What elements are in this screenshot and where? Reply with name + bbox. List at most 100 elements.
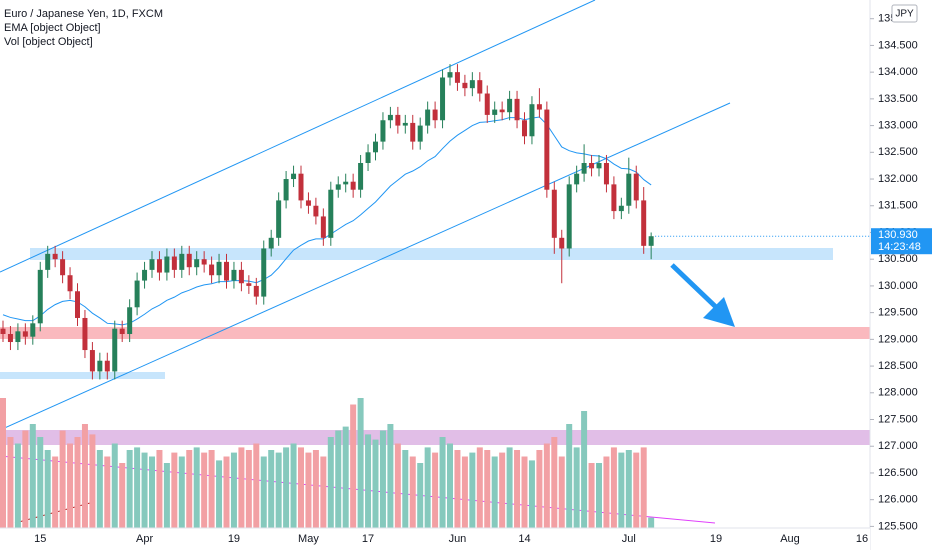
volume-bar: [186, 450, 193, 528]
volume-bar: [625, 450, 632, 528]
candle-body: [209, 264, 215, 276]
candle-body: [186, 253, 192, 268]
candle-body: [633, 173, 639, 201]
volume-bar: [484, 450, 491, 528]
volume-bar: [543, 443, 550, 528]
volume-bar: [67, 443, 74, 528]
candle-body: [328, 189, 334, 238]
volume-bar: [223, 456, 230, 528]
volume-bar: [216, 460, 223, 528]
volume-bar: [573, 447, 580, 528]
candle-body: [22, 331, 28, 337]
volume-bar: [476, 447, 483, 528]
candle-body: [373, 141, 378, 153]
candle-body: [127, 307, 133, 335]
volume-bar: [402, 450, 409, 528]
volume-bar: [96, 450, 103, 528]
volume-bar: [89, 434, 96, 528]
volume-trend-line: [0, 455, 716, 524]
candle-body: [320, 216, 326, 238]
candle-body: [283, 179, 289, 201]
volume-bar: [588, 463, 595, 528]
candle-body: [261, 248, 267, 297]
x-tick-label: Aug: [780, 533, 800, 545]
volume-bar: [104, 456, 111, 528]
volume-bar: [37, 437, 44, 528]
y-tick-label: 129.000: [878, 333, 918, 345]
candle-body: [179, 253, 185, 270]
currency-label[interactable]: JPY: [895, 9, 914, 20]
volume-bar: [514, 450, 521, 528]
volume-bar: [536, 450, 543, 528]
volume-bar: [0, 398, 6, 528]
y-tick-label: 132.000: [878, 173, 918, 185]
y-tick-label: 131.500: [878, 200, 918, 212]
volume-bar: [506, 447, 513, 528]
x-tick-label: 19: [228, 533, 240, 545]
volume-bar: [521, 456, 528, 528]
volume-bar: [454, 450, 461, 528]
currency-box[interactable]: [891, 4, 918, 23]
volume-bar: [596, 463, 602, 528]
volume-bar: [312, 450, 319, 528]
candle-body: [425, 109, 431, 126]
y-tick-label: 134.500: [878, 39, 918, 51]
x-tick-label: 17: [362, 533, 374, 545]
volume-bar: [290, 443, 297, 528]
candle-body: [75, 291, 80, 318]
candle-body: [45, 253, 51, 270]
volume-bar: [126, 450, 133, 528]
drawings: [0, 0, 870, 524]
volume-bar: [499, 452, 506, 528]
volume-bar: [603, 456, 610, 528]
x-tick-label: Apr: [136, 533, 153, 545]
candle-body: [469, 80, 475, 89]
volume-bar: [394, 443, 401, 528]
candle-body: [104, 360, 110, 372]
candle-body: [559, 237, 565, 249]
volume-bar: [640, 447, 647, 528]
chart-title: Euro / Japanese Yen, 1D, FXCM: [4, 8, 163, 20]
volume-bar: [447, 443, 453, 528]
candle-body: [164, 256, 170, 273]
volume-bar: [44, 450, 51, 528]
x-tick-label: Jul: [622, 533, 636, 545]
volume-bar: [268, 450, 275, 528]
y-tick-label: 126.000: [878, 494, 918, 506]
candle-body: [551, 189, 557, 238]
candle-body: [387, 114, 393, 121]
volume-bar: [342, 426, 349, 528]
volume-bar: [335, 430, 342, 528]
arrow-shaft: [670, 263, 720, 311]
candle-body: [648, 236, 654, 246]
volume-bar: [320, 456, 327, 528]
support-zone: [30, 248, 833, 260]
candle-body: [484, 93, 490, 115]
candle-body: [529, 104, 535, 137]
volume-bar: [551, 437, 558, 528]
volume-bar: [14, 443, 21, 528]
channel-upper: [0, 0, 596, 273]
plot: [0, 64, 655, 528]
candle-body: [447, 72, 453, 78]
volume-bar: [81, 424, 88, 528]
volume-bar: [74, 437, 81, 528]
x-tick-label: 16: [856, 533, 868, 545]
candle-body: [417, 125, 423, 142]
volume-bar: [372, 439, 379, 528]
candle-body: [507, 98, 513, 113]
candle-body: [37, 269, 43, 324]
volume-bar: [379, 430, 386, 528]
candle-body: [350, 181, 356, 190]
volume-bar: [245, 450, 252, 528]
candle-body: [253, 285, 259, 297]
volume-bar: [111, 443, 118, 528]
volume-bar: [134, 447, 141, 528]
y-tick-label: 133.500: [878, 93, 918, 105]
candle-body: [216, 261, 222, 276]
candle-body: [15, 331, 21, 343]
volume-bar: [201, 452, 208, 528]
x-tick-label: May: [298, 533, 319, 545]
